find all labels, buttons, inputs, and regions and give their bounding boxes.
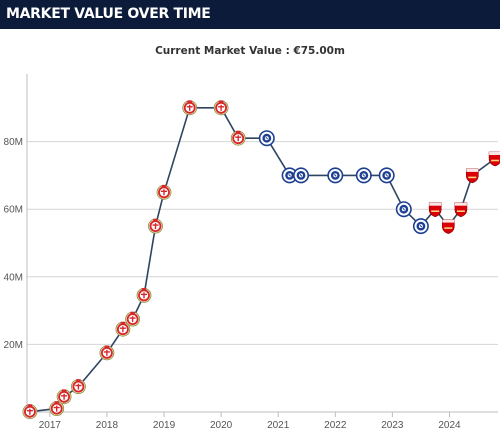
- chelsea-crest-marker[interactable]: [395, 201, 412, 218]
- x-tick-label: 2020: [210, 420, 233, 431]
- line-layer: [29, 107, 496, 413]
- leverkusen-crest-marker[interactable]: [156, 184, 172, 200]
- y-tick-label: 80M: [4, 137, 23, 148]
- leverkusen-crest-marker[interactable]: [99, 345, 115, 361]
- chart-subtitle: Current Market Value : €75.00m: [155, 45, 345, 57]
- leverkusen-crest-marker[interactable]: [182, 100, 198, 116]
- arsenal-crest-marker[interactable]: [441, 219, 455, 234]
- arsenal-crest-marker[interactable]: [428, 202, 442, 218]
- leverkusen-crest-marker[interactable]: [56, 389, 72, 405]
- chelsea-crest-marker[interactable]: [378, 167, 395, 184]
- leverkusen-crest-marker[interactable]: [213, 100, 229, 116]
- chelsea-crest-marker[interactable]: [412, 218, 429, 235]
- marker-layer: [22, 100, 500, 420]
- leverkusen-crest-marker[interactable]: [230, 130, 246, 146]
- chelsea-crest-marker[interactable]: [281, 167, 298, 184]
- y-tick-label: 60M: [4, 205, 23, 216]
- x-tick-label: 2019: [153, 420, 176, 431]
- x-tick-label: 2021: [267, 420, 290, 431]
- x-tick-label: 2017: [39, 420, 62, 431]
- x-tick-label: 2024: [438, 420, 461, 431]
- arsenal-crest-marker[interactable]: [488, 151, 500, 167]
- arsenal-crest-marker[interactable]: [454, 202, 468, 218]
- leverkusen-crest-marker[interactable]: [22, 404, 38, 420]
- leverkusen-crest-marker[interactable]: [71, 379, 86, 395]
- leverkusen-crest-marker[interactable]: [49, 401, 65, 417]
- chelsea-crest-marker[interactable]: [327, 167, 344, 184]
- leverkusen-crest-marker[interactable]: [148, 218, 163, 234]
- leverkusen-crest-marker[interactable]: [125, 311, 141, 327]
- arsenal-crest-marker[interactable]: [465, 168, 479, 184]
- chelsea-crest-marker[interactable]: [293, 167, 309, 184]
- axis-layer: 20M 40M 60M 80M 2017 2018 2019 2020 2021 2022 2023…: [4, 74, 498, 431]
- y-tick-label: 40M: [4, 272, 23, 283]
- chelsea-crest-marker[interactable]: [258, 130, 275, 147]
- x-tick-label: 2023: [381, 420, 404, 431]
- leverkusen-crest-marker[interactable]: [115, 321, 131, 337]
- grid-layer: [27, 141, 498, 345]
- chelsea-crest-marker[interactable]: [355, 167, 372, 184]
- x-tick-label: 2022: [324, 420, 347, 431]
- section-header: MARKET VALUE OVER TIME: [0, 0, 500, 29]
- x-tick-label: 2018: [96, 420, 119, 431]
- y-tick-label: 20M: [4, 340, 23, 351]
- market-value-line: [29, 107, 496, 413]
- leverkusen-crest-marker[interactable]: [136, 287, 152, 303]
